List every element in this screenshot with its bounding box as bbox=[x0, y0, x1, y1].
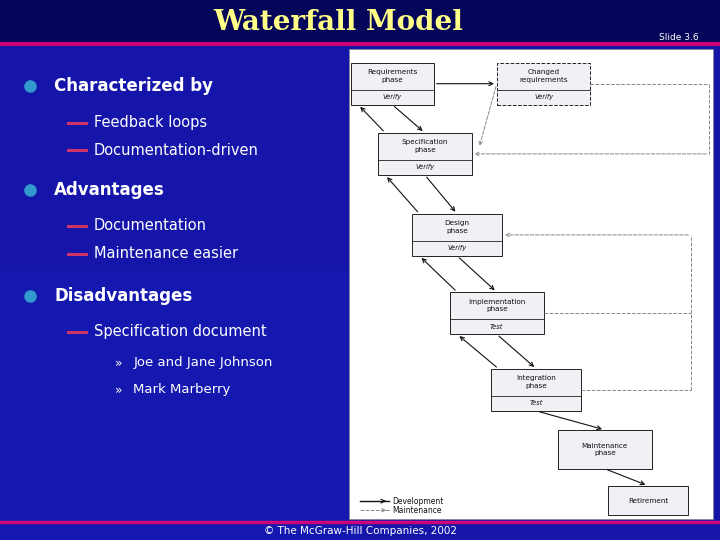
Text: Maintenance: Maintenance bbox=[392, 506, 442, 515]
Bar bbox=[378, 133, 472, 175]
Bar bbox=[491, 369, 582, 411]
Bar bbox=[450, 292, 544, 334]
Text: Maintenance
phase: Maintenance phase bbox=[582, 443, 628, 456]
Text: Verify: Verify bbox=[448, 245, 467, 252]
Text: Design
phase: Design phase bbox=[445, 220, 469, 234]
Text: Test: Test bbox=[530, 400, 543, 407]
Text: Integration
phase: Integration phase bbox=[516, 375, 557, 389]
Text: Documentation: Documentation bbox=[94, 218, 207, 233]
Bar bbox=[349, 49, 713, 519]
Text: Specification
phase: Specification phase bbox=[402, 139, 448, 153]
Bar bbox=[558, 430, 652, 469]
Text: Waterfall Model: Waterfall Model bbox=[213, 9, 464, 36]
Text: © The McGraw-Hill Companies, 2002: © The McGraw-Hill Companies, 2002 bbox=[264, 526, 456, 536]
Bar bbox=[412, 214, 503, 256]
Bar bbox=[0, 0, 720, 44]
Text: Verify: Verify bbox=[534, 94, 553, 100]
Text: Retirement: Retirement bbox=[628, 497, 668, 504]
Text: Specification document: Specification document bbox=[94, 324, 266, 339]
Bar bbox=[0, 270, 360, 540]
Text: Documentation-driven: Documentation-driven bbox=[94, 143, 258, 158]
Text: Implementation
phase: Implementation phase bbox=[468, 299, 526, 312]
Text: Changed
requirements: Changed requirements bbox=[519, 69, 568, 83]
Text: Joe and Jane Johnson: Joe and Jane Johnson bbox=[133, 356, 273, 369]
Text: Feedback loops: Feedback loops bbox=[94, 115, 207, 130]
Text: Characterized by: Characterized by bbox=[54, 77, 213, 96]
Text: Mark Marberry: Mark Marberry bbox=[133, 383, 230, 396]
Text: Verify: Verify bbox=[415, 164, 434, 171]
Text: Slide 3.6: Slide 3.6 bbox=[659, 33, 698, 42]
Text: Test: Test bbox=[490, 323, 503, 330]
Text: Maintenance easier: Maintenance easier bbox=[94, 246, 238, 261]
Bar bbox=[608, 486, 688, 515]
Text: Verify: Verify bbox=[383, 94, 402, 100]
Text: Disadvantages: Disadvantages bbox=[54, 287, 192, 305]
Bar bbox=[497, 63, 590, 105]
Text: Development: Development bbox=[392, 497, 444, 505]
Text: Advantages: Advantages bbox=[54, 181, 165, 199]
Text: »: » bbox=[115, 383, 123, 396]
Bar bbox=[351, 63, 434, 105]
Text: Requirements
phase: Requirements phase bbox=[367, 69, 418, 83]
Text: »: » bbox=[115, 356, 123, 369]
